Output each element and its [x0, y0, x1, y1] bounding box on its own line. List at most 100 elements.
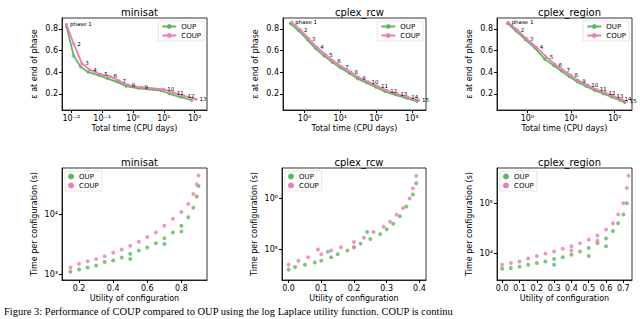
- svg-text:10¹: 10¹: [157, 114, 170, 123]
- svg-text:15: 15: [422, 97, 429, 103]
- svg-text:11: 11: [381, 83, 388, 89]
- svg-text:0.7: 0.7: [617, 284, 630, 293]
- svg-text:10²: 10²: [369, 114, 382, 123]
- svg-text:phase 1: phase 1: [512, 19, 534, 26]
- svg-text:ε at end of phase: ε at end of phase: [30, 29, 39, 99]
- svg-text:6: 6: [559, 62, 563, 68]
- svg-text:minisat: minisat: [121, 7, 158, 18]
- svg-text:7: 7: [566, 67, 570, 73]
- svg-text:10: 10: [591, 82, 598, 88]
- svg-text:3: 3: [312, 36, 316, 42]
- svg-text:4: 4: [320, 44, 324, 50]
- svg-text:cplex_rcw: cplex_rcw: [334, 157, 383, 169]
- svg-text:OUP: OUP: [400, 23, 415, 31]
- svg-text:Time per configuration (s): Time per configuration (s): [250, 172, 259, 277]
- svg-text:0.1: 0.1: [315, 284, 328, 293]
- svg-text:0.5: 0.5: [582, 284, 595, 293]
- svg-text:0.4: 0.4: [413, 284, 426, 293]
- svg-text:Time per configuration (s): Time per configuration (s): [30, 172, 39, 277]
- svg-text:14: 14: [411, 94, 418, 100]
- svg-text:0.4: 0.4: [107, 284, 120, 293]
- svg-text:12: 12: [608, 90, 615, 96]
- svg-text:0.0: 0.0: [282, 284, 295, 293]
- svg-text:10⁻¹: 10⁻¹: [93, 114, 111, 123]
- svg-text:11: 11: [177, 90, 184, 96]
- svg-text:0.4: 0.4: [480, 68, 493, 77]
- svg-text:COUP: COUP: [79, 182, 99, 190]
- svg-text:10⁰: 10⁰: [126, 114, 139, 123]
- svg-text:cplex_region: cplex_region: [538, 7, 601, 19]
- svg-text:Utility of configuration: Utility of configuration: [90, 294, 179, 303]
- svg-text:13: 13: [199, 96, 206, 102]
- svg-text:0.8: 0.8: [480, 24, 493, 33]
- svg-text:10⁴: 10⁴: [45, 210, 58, 219]
- svg-text:OUP: OUP: [299, 173, 314, 181]
- svg-text:3: 3: [85, 60, 89, 66]
- svg-text:0.0: 0.0: [496, 284, 509, 293]
- svg-text:10⁻²: 10⁻²: [62, 114, 80, 123]
- svg-text:Total time (CPU days): Total time (CPU days): [521, 124, 608, 133]
- svg-text:13: 13: [400, 91, 407, 97]
- svg-text:COUP: COUP: [400, 32, 420, 40]
- svg-text:5: 5: [329, 52, 333, 58]
- svg-text:10⁵: 10⁵: [265, 245, 278, 254]
- svg-text:cplex_region: cplex_region: [538, 157, 601, 169]
- svg-text:0.4: 0.4: [266, 68, 279, 77]
- svg-text:0.4: 0.4: [45, 68, 58, 77]
- svg-text:minisat: minisat: [121, 157, 158, 168]
- svg-text:0.3: 0.3: [548, 284, 561, 293]
- svg-text:8: 8: [575, 72, 579, 78]
- svg-text:0.3: 0.3: [380, 284, 393, 293]
- svg-text:OUP: OUP: [514, 173, 529, 181]
- svg-text:3: 3: [530, 36, 534, 42]
- svg-text:10: 10: [372, 79, 379, 85]
- svg-text:9: 9: [362, 75, 366, 81]
- svg-text:13: 13: [617, 93, 624, 99]
- svg-text:Utility of configuration: Utility of configuration: [520, 294, 609, 303]
- svg-text:COUP: COUP: [514, 182, 534, 190]
- svg-text:15: 15: [630, 98, 637, 104]
- svg-text:9: 9: [144, 84, 148, 90]
- svg-text:0.2: 0.2: [266, 89, 279, 98]
- svg-text:10³: 10³: [45, 270, 58, 279]
- svg-text:ε at end of phase: ε at end of phase: [251, 29, 260, 99]
- svg-text:10⁰: 10⁰: [298, 114, 311, 123]
- svg-text:7: 7: [122, 78, 126, 84]
- svg-text:5: 5: [550, 54, 554, 60]
- svg-text:phase 1: phase 1: [70, 21, 92, 28]
- svg-text:OUP: OUP: [606, 23, 621, 31]
- svg-text:0.2: 0.2: [73, 284, 86, 293]
- svg-text:cplex_rcw: cplex_rcw: [335, 7, 384, 19]
- svg-text:10¹: 10¹: [564, 114, 577, 123]
- svg-text:OUP: OUP: [181, 23, 196, 31]
- svg-text:12: 12: [390, 88, 397, 94]
- svg-text:Total time (CPU days): Total time (CPU days): [311, 124, 398, 133]
- svg-text:0.6: 0.6: [480, 46, 493, 55]
- svg-text:0.2: 0.2: [530, 284, 543, 293]
- svg-text:10⁵: 10⁵: [480, 199, 493, 208]
- svg-text:0.8: 0.8: [266, 24, 279, 33]
- svg-text:11: 11: [600, 86, 607, 92]
- svg-text:10¹: 10¹: [334, 114, 347, 123]
- svg-text:6: 6: [337, 58, 341, 64]
- svg-text:7: 7: [345, 64, 349, 70]
- svg-text:4: 4: [93, 67, 97, 73]
- svg-text:2: 2: [304, 27, 308, 33]
- svg-text:2: 2: [77, 41, 81, 47]
- svg-text:COUP: COUP: [181, 32, 201, 40]
- svg-text:8: 8: [132, 82, 136, 88]
- svg-text:COUP: COUP: [299, 182, 319, 190]
- svg-text:0.6: 0.6: [600, 284, 613, 293]
- svg-text:2: 2: [521, 27, 525, 33]
- svg-text:ε at end of phase: ε at end of phase: [465, 29, 474, 99]
- svg-text:8: 8: [355, 69, 359, 75]
- svg-text:9: 9: [582, 78, 586, 84]
- svg-text:phase 1: phase 1: [295, 19, 317, 26]
- svg-text:10⁴: 10⁴: [480, 249, 493, 258]
- svg-text:10: 10: [167, 86, 174, 92]
- svg-text:0.2: 0.2: [348, 284, 361, 293]
- svg-text:12: 12: [188, 93, 195, 99]
- svg-text:Time per configuration (s): Time per configuration (s): [465, 172, 474, 277]
- svg-text:10²: 10²: [188, 114, 201, 123]
- svg-text:0.6: 0.6: [266, 46, 279, 55]
